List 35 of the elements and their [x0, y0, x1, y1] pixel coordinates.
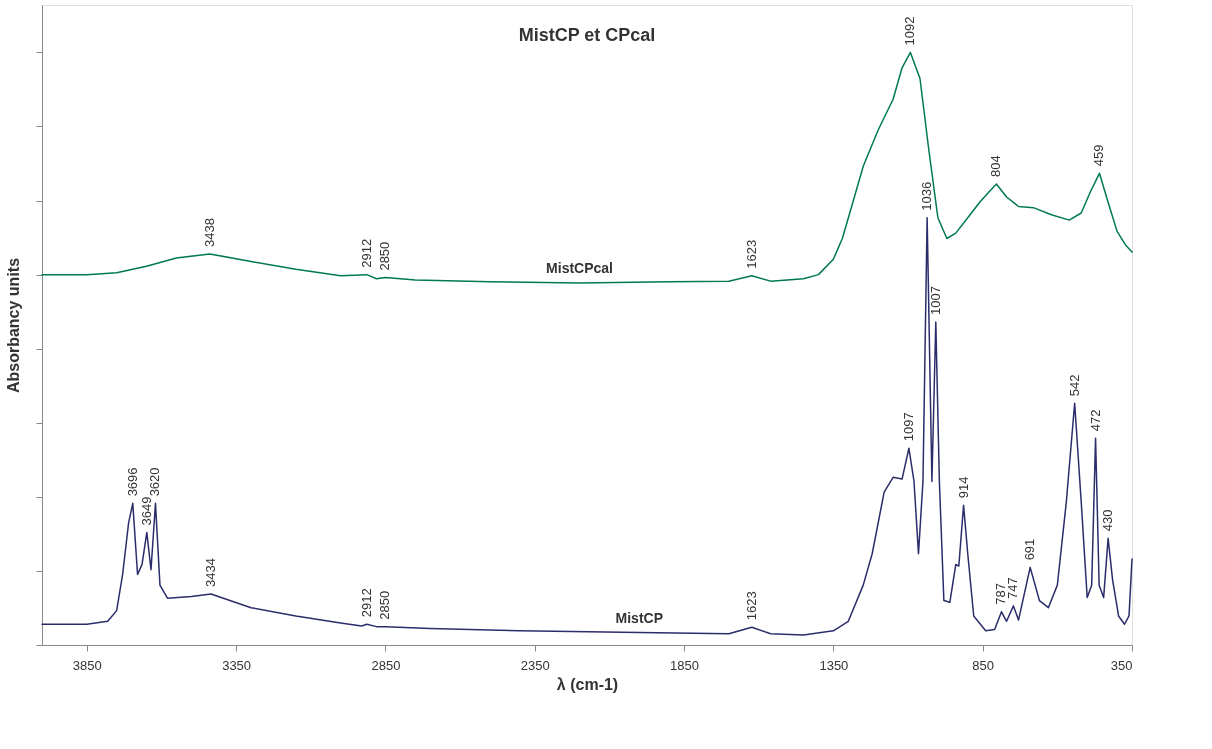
annotation: 3649 — [138, 496, 154, 526]
x-tick-label: 1350 — [819, 657, 849, 673]
annotation: 691 — [1022, 538, 1038, 561]
annotation: 2912 — [358, 238, 374, 268]
chart-title: MistCP et CPcal — [518, 25, 656, 45]
annotation: 1036 — [919, 181, 935, 211]
x-tick-label: 850 — [972, 657, 995, 673]
series-label: MistCPcal — [546, 259, 613, 276]
x-tick-label: 2350 — [520, 657, 550, 673]
x-tick-label: 350 — [1110, 657, 1133, 673]
annotation: 542 — [1066, 374, 1082, 397]
annotation: 472 — [1087, 409, 1103, 432]
annotation: 1097 — [900, 412, 916, 442]
annotation: 804 — [988, 155, 1004, 177]
annotation: 914 — [955, 476, 971, 499]
annotation: 1623 — [743, 591, 759, 621]
annotation: 3434 — [203, 558, 219, 588]
annotation: 3438 — [201, 217, 217, 247]
x-tick-label: 3350 — [222, 657, 252, 673]
annotation: 3696 — [124, 467, 140, 497]
annotation: 3620 — [147, 467, 163, 497]
annotation: 2850 — [377, 241, 393, 271]
x-tick-label: 3850 — [72, 657, 102, 673]
x-tick-label: 1850 — [670, 657, 700, 673]
series-label: MistCP — [615, 609, 663, 626]
annotation: 1007 — [927, 286, 943, 316]
x-axis-title: λ (cm-1) — [556, 675, 619, 693]
annotation: 1623 — [743, 239, 759, 269]
annotation: 459 — [1091, 144, 1107, 167]
annotation: 2912 — [358, 588, 374, 618]
y-axis-title: Absorbancy units — [5, 257, 22, 394]
annotation: 1092 — [902, 16, 918, 46]
x-tick-label: 2850 — [371, 657, 401, 673]
annotation: 2850 — [377, 590, 393, 620]
annotation: 430 — [1100, 509, 1116, 532]
